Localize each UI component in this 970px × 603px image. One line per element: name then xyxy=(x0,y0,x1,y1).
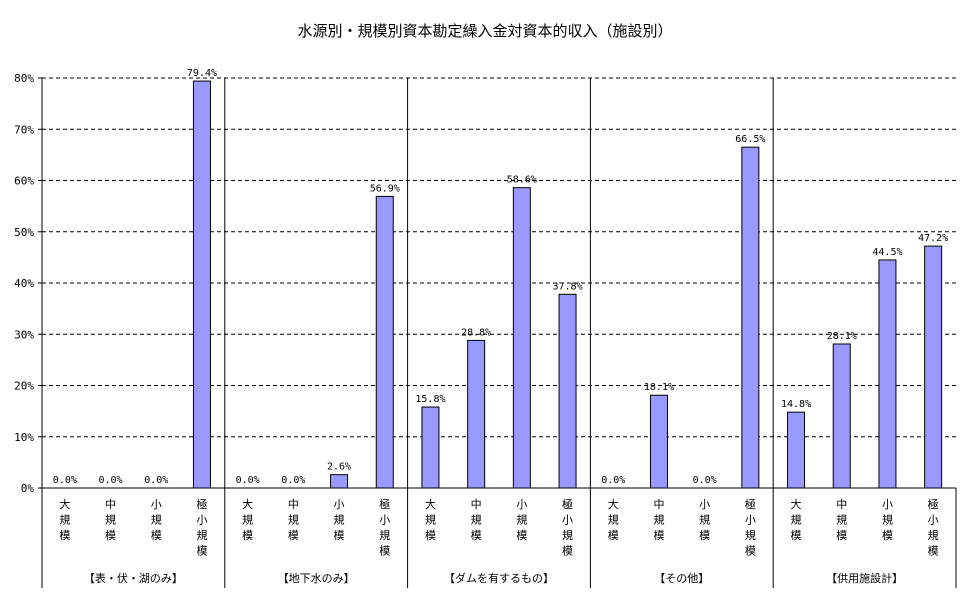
value-label: 0.0% xyxy=(53,475,77,486)
value-label: 2.6% xyxy=(327,462,351,473)
category-label: 極小規模 xyxy=(379,497,390,558)
bar xyxy=(330,474,349,489)
category-label: 大規模 xyxy=(608,497,619,542)
category-label: 大規模 xyxy=(425,497,436,542)
bar xyxy=(878,259,897,489)
value-label: 37.8% xyxy=(552,281,582,292)
group-label: 【供用施設計】 xyxy=(826,571,903,585)
value-label: 14.8% xyxy=(781,399,811,410)
y-tick-label: 60% xyxy=(14,175,34,188)
y-tick-label: 10% xyxy=(14,431,34,444)
category-label: 極小規模 xyxy=(562,497,573,558)
group-label: 【ダムを有するもの】 xyxy=(444,571,554,585)
y-tick-label: 40% xyxy=(14,277,34,290)
group-label: 【表・伏・湖のみ】 xyxy=(84,571,183,585)
bar xyxy=(375,195,394,489)
group-label: 【地下水のみ】 xyxy=(278,572,355,585)
value-label: 0.0% xyxy=(99,475,123,486)
value-label: 28.8% xyxy=(461,327,491,338)
category-label: 中規模 xyxy=(288,498,299,542)
bar xyxy=(787,411,806,489)
y-tick-label: 30% xyxy=(14,328,34,341)
value-label: 15.8% xyxy=(415,394,445,405)
bar xyxy=(558,293,577,489)
value-label: 58.6% xyxy=(507,175,537,186)
category-label: 中規模 xyxy=(105,498,116,542)
bar xyxy=(512,187,531,489)
category-label: 大規模 xyxy=(791,497,802,542)
category-label: 極小規模 xyxy=(928,497,939,558)
value-label: 18.1% xyxy=(644,382,674,393)
bar xyxy=(467,339,486,489)
category-label: 大規模 xyxy=(242,497,253,542)
value-label: 44.5% xyxy=(872,247,902,258)
bar xyxy=(741,146,760,489)
value-label: 0.0% xyxy=(601,475,625,486)
bar xyxy=(924,245,943,489)
category-label: 小規模 xyxy=(516,498,527,542)
value-label: 79.4% xyxy=(187,68,217,79)
group-label: 【その他】 xyxy=(654,572,709,585)
category-label: 極小規模 xyxy=(196,497,207,558)
category-label: 極小規模 xyxy=(745,497,756,558)
category-label: 中規模 xyxy=(653,498,664,542)
category-label: 小規模 xyxy=(699,498,710,542)
y-tick-label: 50% xyxy=(14,226,34,239)
value-label: 47.2% xyxy=(918,233,948,244)
value-label: 66.5% xyxy=(735,134,765,145)
value-label: 0.0% xyxy=(693,475,717,486)
gridlines xyxy=(42,77,956,438)
bar xyxy=(421,406,440,489)
y-tick-label: 20% xyxy=(14,380,34,393)
value-label: 0.0% xyxy=(144,475,168,486)
y-tick-label: 0% xyxy=(21,482,35,495)
category-label: 小規模 xyxy=(334,498,345,542)
category-label: 小規模 xyxy=(151,498,162,542)
bar xyxy=(832,343,851,489)
category-label: 大規模 xyxy=(59,497,70,542)
y-tick-label: 70% xyxy=(14,123,34,136)
value-label: 0.0% xyxy=(236,475,260,486)
bar xyxy=(649,394,668,489)
axes xyxy=(38,77,957,588)
bars xyxy=(192,80,943,489)
category-label: 小規模 xyxy=(882,498,893,542)
category-label: 中規模 xyxy=(836,498,847,542)
value-label: 28.1% xyxy=(827,331,857,342)
chart-title: 水源別・規模別資本勘定繰入金対資本的収入（施設別） xyxy=(297,22,673,40)
category-label: 中規模 xyxy=(471,498,482,542)
value-label: 56.9% xyxy=(370,183,400,194)
bar xyxy=(192,80,211,489)
labels: 0% 10% 20% 30% 40% 50% 60% 70% 80% 0.0% 大規模 0.0% 中規模… xyxy=(14,68,948,585)
y-tick-label: 80% xyxy=(14,72,34,85)
value-label: 0.0% xyxy=(281,475,305,486)
